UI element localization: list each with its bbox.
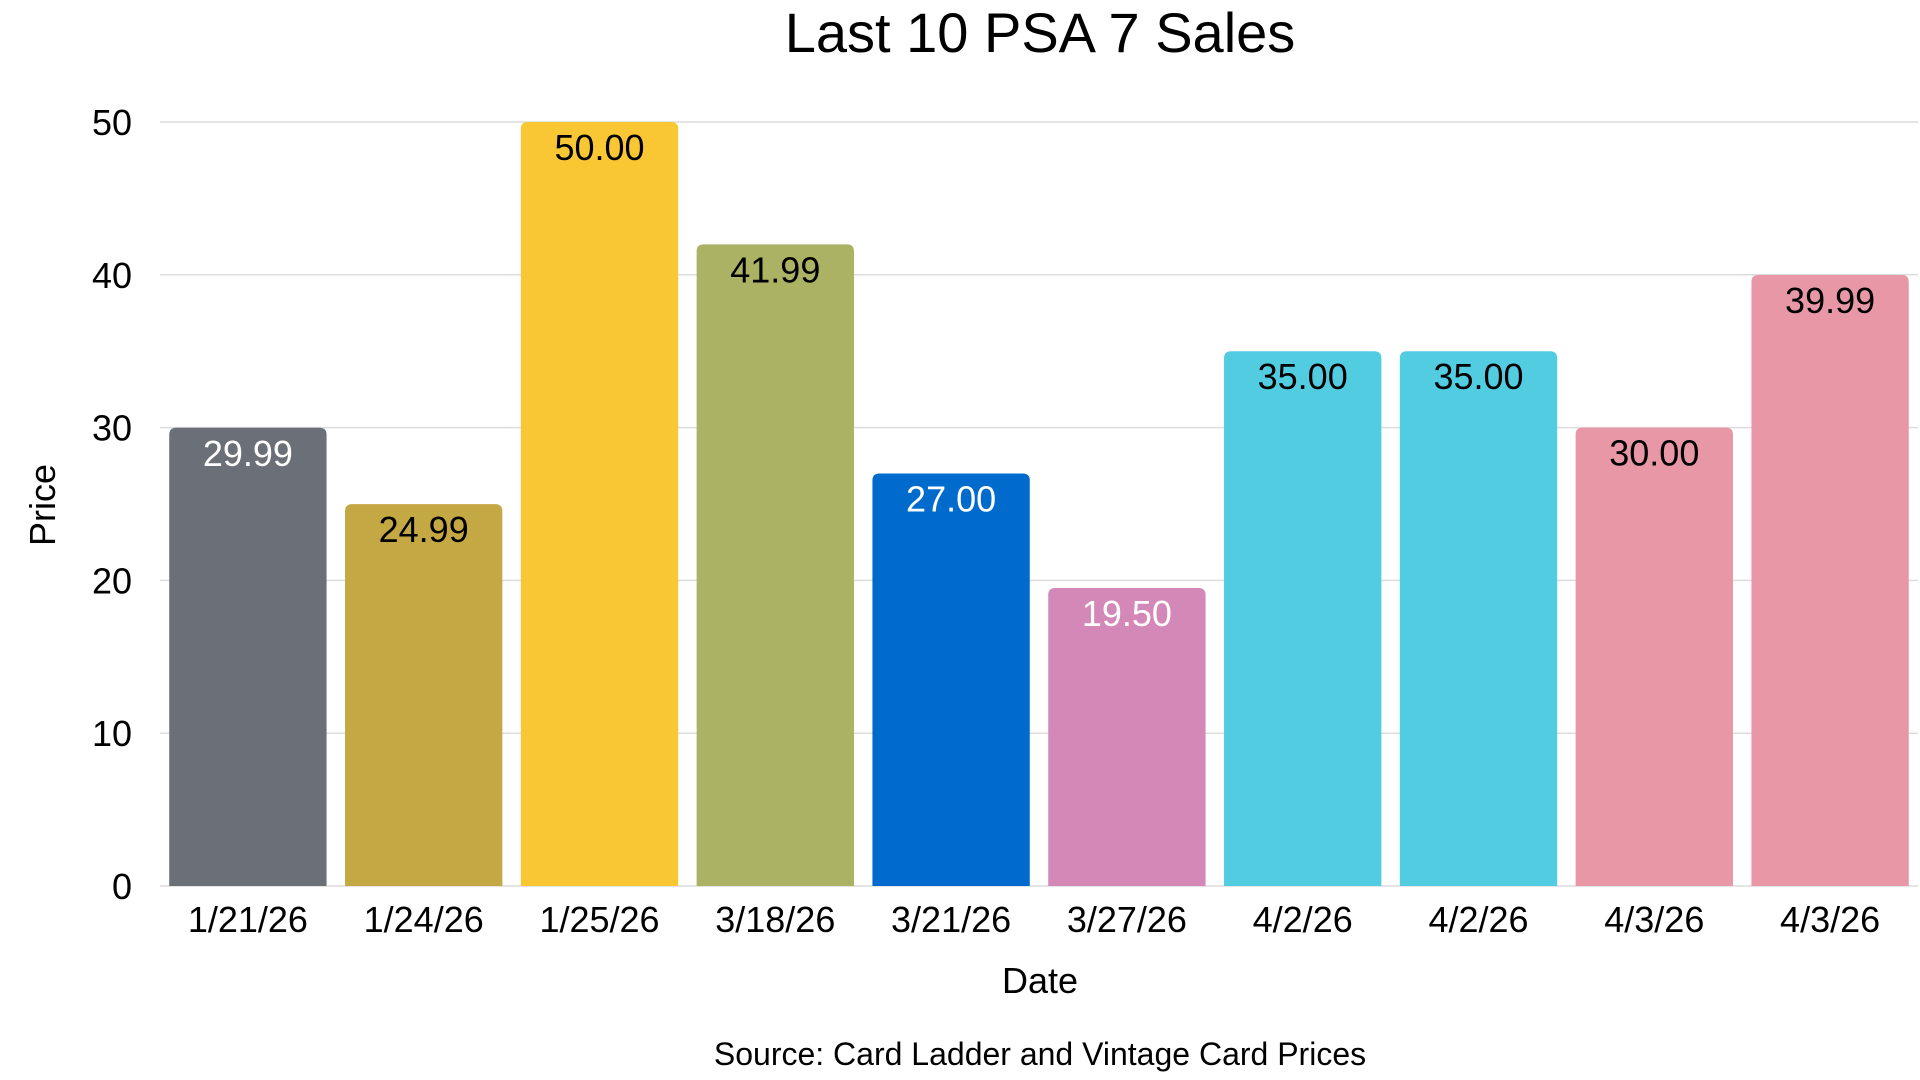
chart-title: Last 10 PSA 7 Sales bbox=[785, 1, 1296, 64]
bar bbox=[1399, 351, 1558, 886]
x-tick-label: 1/24/26 bbox=[364, 899, 484, 940]
x-tick-label: 3/21/26 bbox=[891, 899, 1011, 940]
x-tick-label: 3/18/26 bbox=[715, 899, 835, 940]
x-axis-ticks: 1/21/26 1/24/26 1/25/26 3/18/26 3/21/26 3/27/… bbox=[188, 899, 1880, 940]
y-axis-title: Price bbox=[22, 464, 63, 546]
y-axis-ticks: 0 10 20 30 40 50 bbox=[92, 102, 132, 907]
y-tick-label: 0 bbox=[112, 866, 132, 907]
y-tick-label: 40 bbox=[92, 255, 132, 296]
bars bbox=[169, 122, 1909, 887]
x-tick-label: 1/25/26 bbox=[539, 899, 659, 940]
bar-value-label: 19.50 bbox=[1082, 593, 1172, 634]
bar bbox=[169, 427, 327, 886]
bar-value-label: 35.00 bbox=[1258, 356, 1348, 397]
bar bbox=[1751, 274, 1909, 887]
y-tick-label: 10 bbox=[92, 713, 132, 754]
x-tick-label: 4/3/26 bbox=[1780, 899, 1880, 940]
y-tick-label: 20 bbox=[92, 560, 132, 601]
bar-value-label: 24.99 bbox=[379, 509, 469, 550]
bar-value-labels: 29.99 24.99 50.00 41.99 27.00 19.50 35.00 35.00… bbox=[203, 127, 1875, 634]
bar bbox=[872, 473, 1030, 886]
bar bbox=[520, 122, 679, 886]
bar-value-label: 29.99 bbox=[203, 433, 293, 474]
bar bbox=[1048, 588, 1206, 886]
x-tick-label: 4/3/26 bbox=[1604, 899, 1704, 940]
x-tick-label: 1/21/26 bbox=[188, 899, 308, 940]
x-axis-title: Date bbox=[1002, 960, 1078, 1001]
source-note: Source: Card Ladder and Vintage Card Pri… bbox=[714, 1036, 1366, 1072]
bar bbox=[696, 244, 854, 886]
x-tick-label: 4/2/26 bbox=[1428, 899, 1528, 940]
x-tick-label: 3/27/26 bbox=[1067, 899, 1187, 940]
y-tick-label: 30 bbox=[92, 408, 132, 449]
x-tick-label: 4/2/26 bbox=[1253, 899, 1353, 940]
bar-value-label: 27.00 bbox=[906, 478, 996, 519]
bar-value-label: 30.00 bbox=[1609, 433, 1699, 474]
bar bbox=[1224, 351, 1382, 886]
bar bbox=[1575, 427, 1733, 886]
bar-value-label: 41.99 bbox=[730, 249, 820, 290]
bar bbox=[345, 504, 503, 886]
y-tick-label: 50 bbox=[92, 102, 132, 143]
bar-value-label: 50.00 bbox=[554, 127, 644, 168]
bar-value-label: 39.99 bbox=[1785, 280, 1875, 321]
bar-value-label: 35.00 bbox=[1433, 356, 1523, 397]
